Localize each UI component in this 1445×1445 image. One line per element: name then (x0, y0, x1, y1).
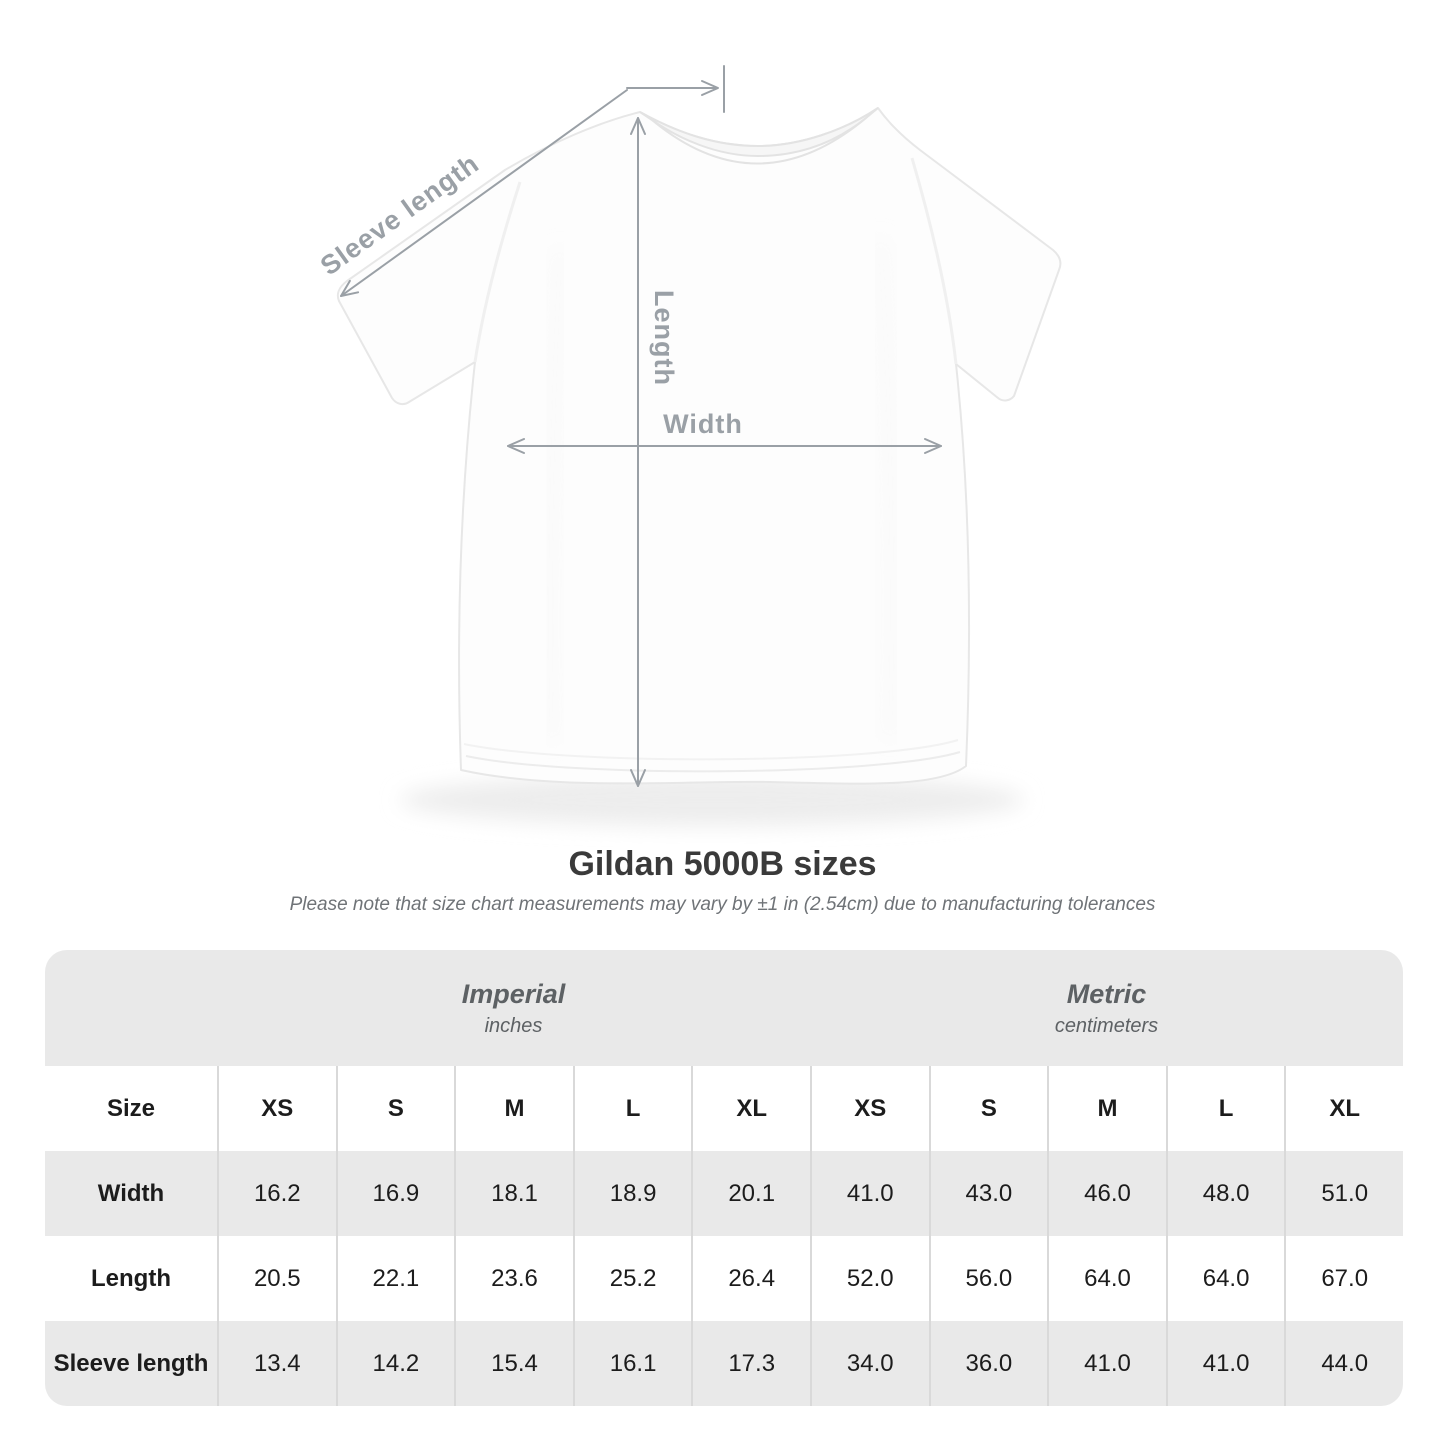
cell-sleeve-imperial-xl: 17.3 (691, 1321, 810, 1406)
cell-sleeve-metric-xs: 34.0 (809, 1321, 929, 1406)
length-label: Length (649, 290, 679, 386)
size-header-imperial-s: S (335, 1066, 455, 1151)
shoulder-reference-arrow (626, 65, 725, 113)
cell-width-metric-l: 48.0 (1165, 1151, 1285, 1236)
cell-length-imperial-m: 23.6 (454, 1236, 573, 1321)
size-header-row: Size XS S M L XL XS S M L XL (45, 1066, 1403, 1151)
cell-width-imperial-xl: 20.1 (691, 1151, 810, 1236)
size-header-metric-xs: XS (809, 1066, 929, 1151)
cell-width-metric-xl: 51.0 (1284, 1151, 1403, 1236)
cell-sleeve-imperial-l: 16.1 (572, 1321, 692, 1406)
cell-sleeve-metric-l: 41.0 (1165, 1321, 1285, 1406)
cell-length-imperial-xl: 26.4 (691, 1236, 810, 1321)
cell-sleeve-imperial-m: 15.4 (454, 1321, 573, 1406)
cell-length-metric-xl: 67.0 (1284, 1236, 1403, 1321)
cell-sleeve-imperial-s: 14.2 (335, 1321, 455, 1406)
width-label: Width (663, 409, 743, 439)
table-row-length: Length 20.5 22.1 23.6 25.2 26.4 52.0 56.… (45, 1236, 1403, 1321)
imperial-label: Imperial (461, 978, 566, 1009)
size-header-imperial-m: M (454, 1066, 573, 1151)
collar (639, 107, 879, 158)
cell-sleeve-imperial-xs: 13.4 (217, 1321, 336, 1406)
cell-width-imperial-l: 18.9 (572, 1151, 692, 1236)
cell-width-metric-s: 43.0 (928, 1151, 1048, 1236)
cell-length-metric-s: 56.0 (928, 1236, 1048, 1321)
tolerance-note: Please note that size chart measurements… (289, 894, 1156, 915)
cell-sleeve-metric-s: 36.0 (928, 1321, 1048, 1406)
cell-width-imperial-s: 16.9 (335, 1151, 455, 1236)
table-row-sleeve-length: Sleeve length 13.4 14.2 15.4 16.1 17.3 3… (45, 1321, 1403, 1406)
table-row-width: Width 16.2 16.9 18.1 18.9 20.1 41.0 43.0… (45, 1151, 1403, 1236)
cell-width-imperial-m: 18.1 (454, 1151, 573, 1236)
size-corner-label: Size (106, 1094, 156, 1122)
metric-label: Metric (1066, 978, 1147, 1009)
cell-length-metric-xs: 52.0 (809, 1236, 929, 1321)
row-label-sleeve-length: Sleeve length (53, 1349, 209, 1377)
size-chart-table: Imperial inches Metric centimeters Size … (45, 950, 1403, 1406)
cell-width-metric-xs: 41.0 (809, 1151, 929, 1236)
metric-unit-label: centimeters (1054, 1014, 1159, 1037)
size-header-imperial-l: L (572, 1066, 692, 1151)
size-header-metric-m: M (1047, 1066, 1166, 1151)
cell-length-imperial-l: 25.2 (572, 1236, 692, 1321)
tshirt-measurement-diagram: Sleeve length Length Width (315, 65, 1062, 826)
width-arrow (507, 438, 942, 454)
cell-length-imperial-s: 22.1 (335, 1236, 455, 1321)
length-arrow (630, 117, 646, 787)
cell-sleeve-metric-xl: 44.0 (1284, 1321, 1403, 1406)
cell-width-metric-m: 46.0 (1047, 1151, 1166, 1236)
size-header-metric-s: S (928, 1066, 1048, 1151)
size-header-metric-xl: XL (1284, 1066, 1403, 1151)
size-header-metric-l: L (1165, 1066, 1285, 1151)
cell-width-imperial-xs: 16.2 (217, 1151, 336, 1236)
row-label-width: Width (97, 1179, 165, 1207)
sleeve-length-arrow (340, 89, 628, 297)
cell-length-metric-m: 64.0 (1047, 1236, 1166, 1321)
size-header-imperial-xl: XL (691, 1066, 810, 1151)
shirt-shadow (400, 774, 1024, 826)
cell-sleeve-metric-m: 41.0 (1047, 1321, 1166, 1406)
imperial-unit-label: inches (484, 1014, 543, 1037)
cell-length-imperial-xs: 20.5 (217, 1236, 336, 1321)
imperial-group-header: Imperial inches (217, 950, 810, 1066)
page-title: Gildan 5000B sizes (568, 845, 877, 883)
unit-group-header: Imperial inches Metric centimeters (45, 950, 1403, 1066)
cell-length-metric-l: 64.0 (1165, 1236, 1285, 1321)
size-header-imperial-xs: XS (217, 1066, 336, 1151)
row-label-length: Length (91, 1264, 171, 1292)
metric-group-header: Metric centimeters (810, 950, 1403, 1066)
